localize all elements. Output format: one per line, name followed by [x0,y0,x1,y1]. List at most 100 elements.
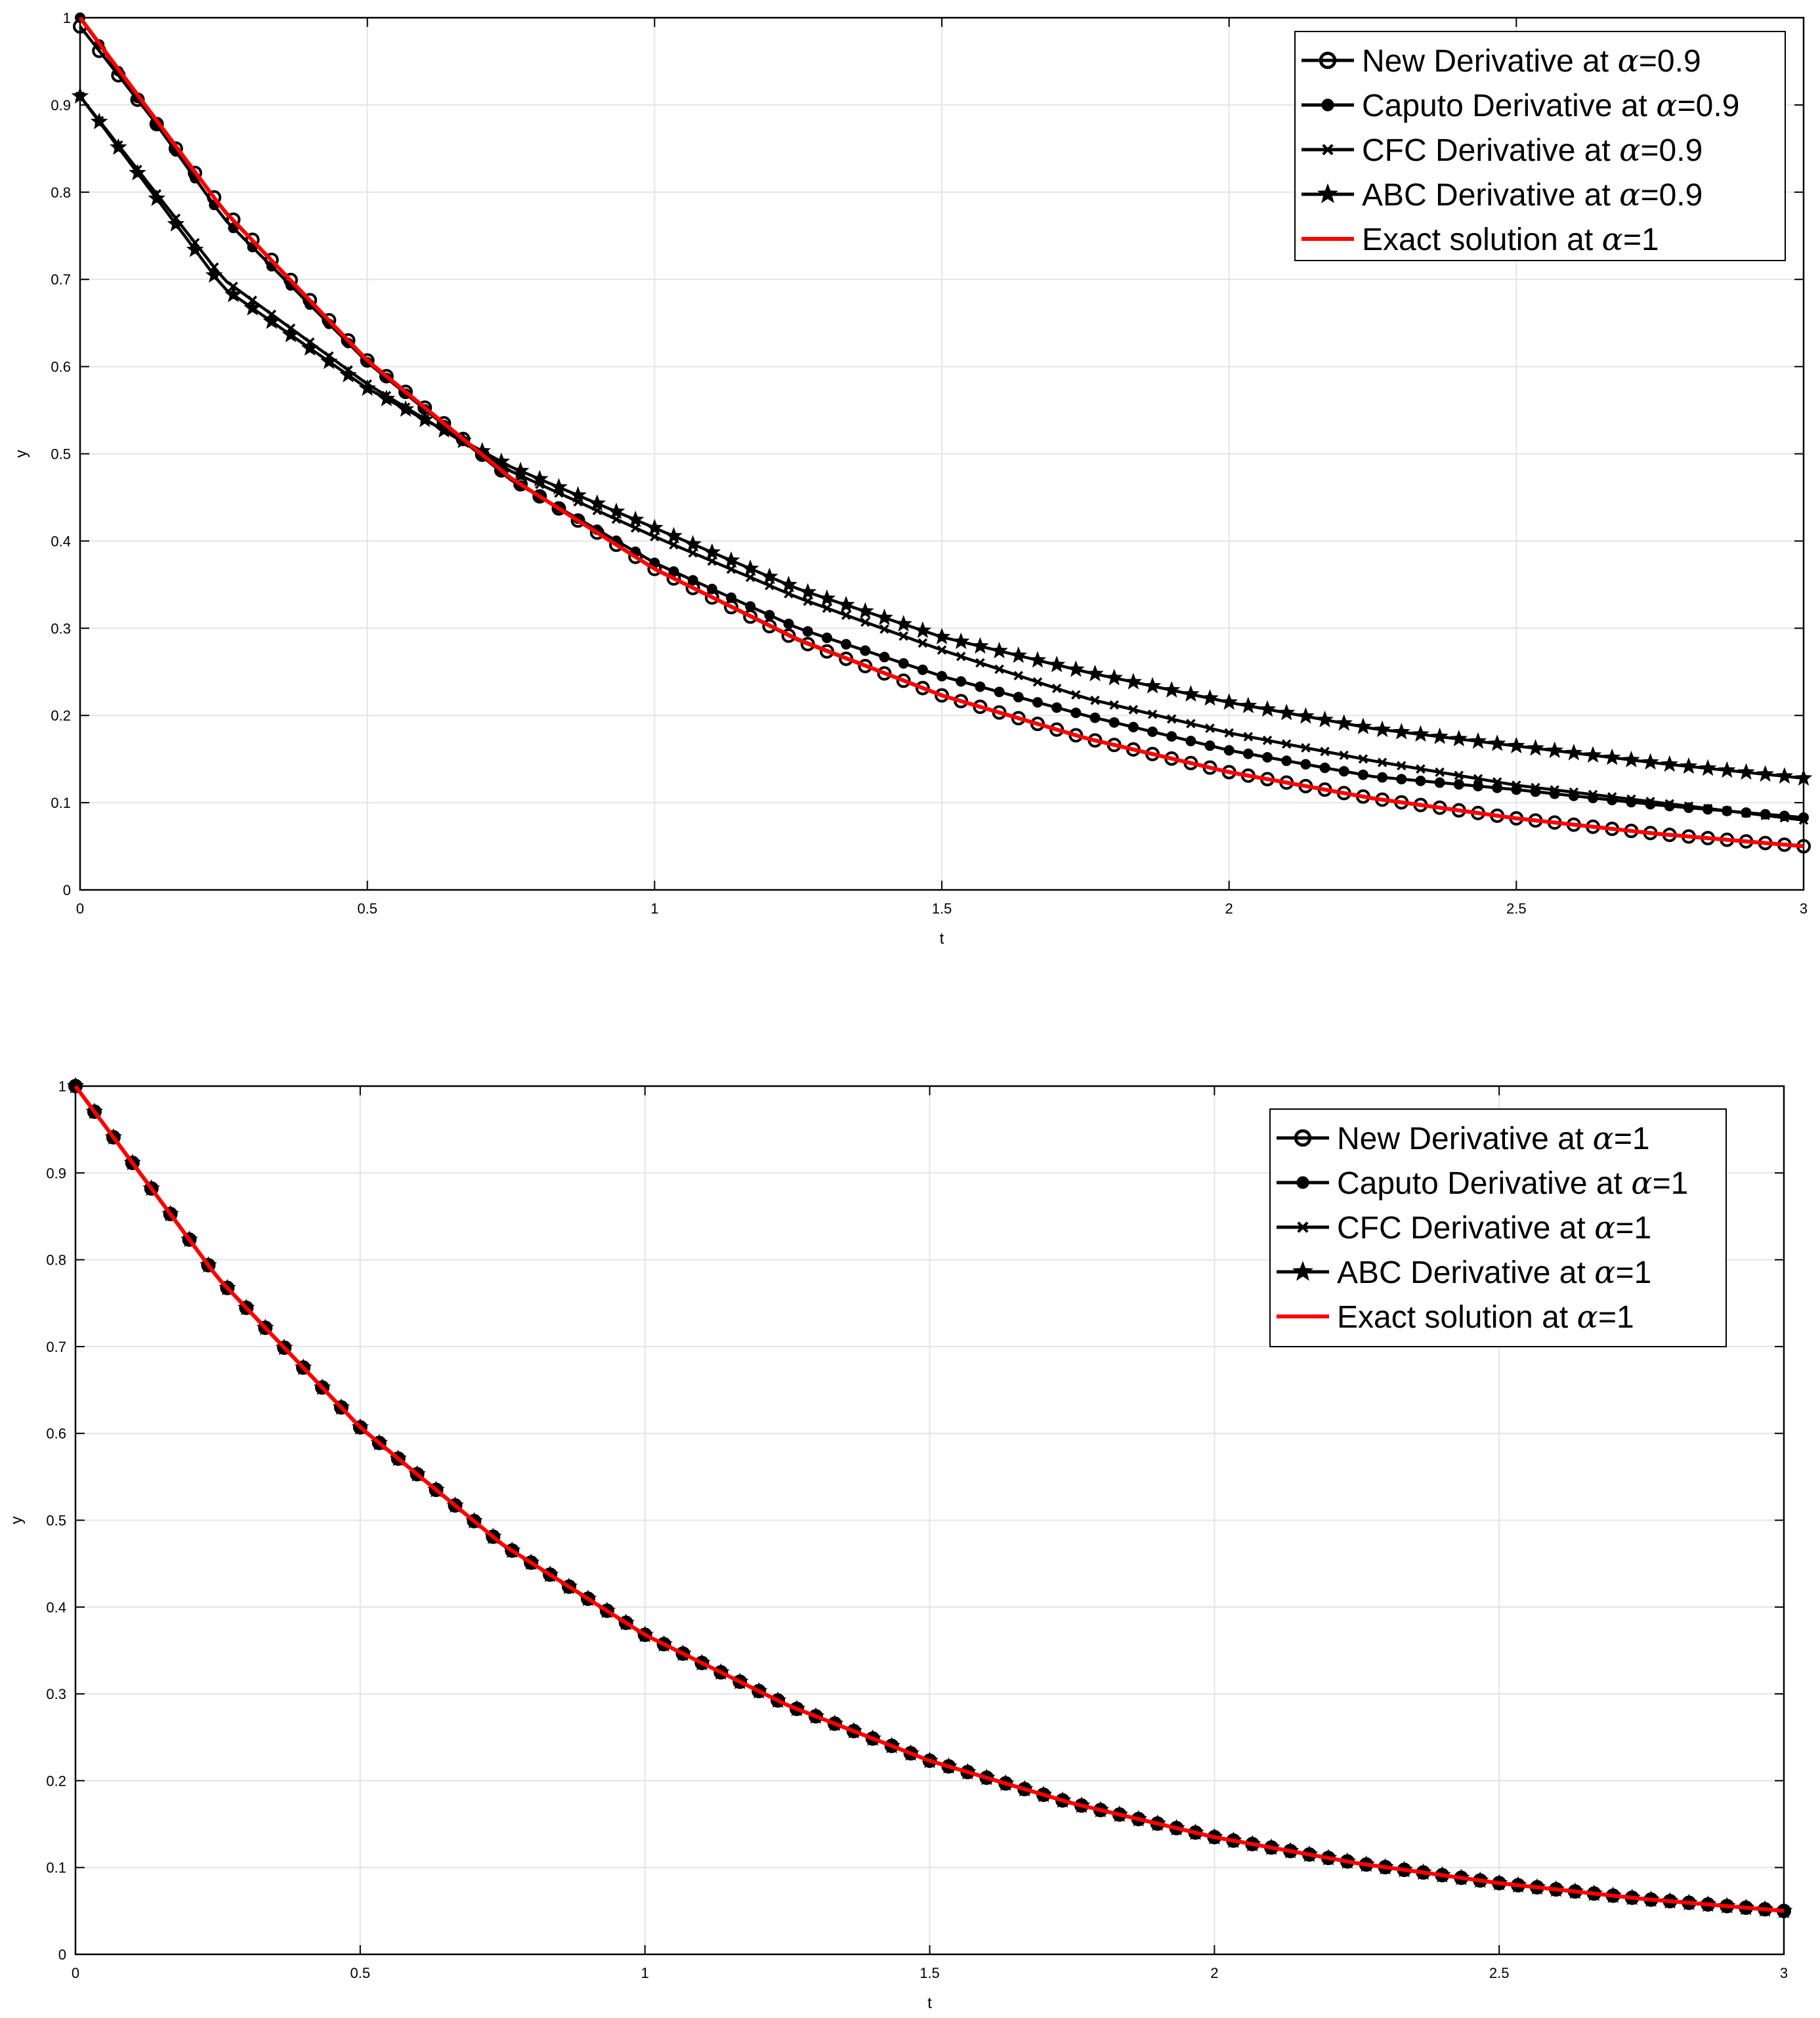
data-point [1048,656,1066,673]
legend-label: Exact solution at α=1 [1337,1299,1634,1335]
data-point [186,240,204,257]
data-point [550,478,568,495]
data-point [626,511,645,528]
chart-1: 0 0.5 1 1.5 2 2.5 3 0 0.1 0.2 0.3 0.4 0.5 0.6 0.7 0.8 0.… [12,10,1813,948]
legend-label-suffix: =1 [1598,1300,1634,1335]
data-value-point [1071,1803,1072,1804]
data-value-point [941,637,942,638]
data-point [1565,744,1583,761]
data-point [1603,748,1621,765]
data-point [1584,746,1602,763]
data-point [1205,723,1215,733]
x-tick-label: 2.5 [1506,900,1527,917]
data-value-point [1085,715,1086,716]
data-point [975,658,985,668]
data-value-point [1803,820,1804,821]
data-point [607,502,625,519]
data-point [1508,736,1525,753]
data-point [956,676,967,687]
y-tick-label: 0.7 [46,1339,66,1355]
x-tick-label: 0 [76,900,84,917]
data-point [669,539,679,550]
legend-label-prefix: Caputo Derivative at [1362,89,1656,123]
data-value-point [797,639,799,641]
data-point [1032,677,1043,687]
data-point [1281,739,1292,749]
data-point [492,452,511,469]
legend-marker [1319,51,1337,70]
data-point [703,543,721,560]
data-value-point [1085,698,1086,699]
data-point [1703,803,1713,814]
data-value-point [1659,805,1661,806]
legend-alpha-symbol: α [1617,43,1638,79]
data-point [71,87,89,104]
y-tick-label: 0.5 [51,446,71,463]
data-point [1013,692,1024,703]
data-value-point [797,627,799,629]
data-point [783,618,794,629]
data-point [918,638,928,648]
data-point [1354,717,1372,734]
x-tick-label: 1.5 [920,1965,940,1981]
y-axis-label: y [12,450,30,458]
data-point [745,601,756,612]
legend-label-prefix: New Derivative at [1337,1122,1592,1156]
y-tick-label: 1 [63,10,71,26]
data-point [1469,732,1487,749]
data-value-point [1783,1910,1785,1912]
data-value-point [1229,772,1230,773]
data-point [707,556,717,566]
x-axis-label: t [927,1994,932,2012]
legend-label: ABC Derivative at α=1 [1337,1254,1651,1291]
x-tick-label: 0 [72,1965,79,1981]
data-point [899,631,908,641]
data-point [1147,709,1158,719]
data-point [860,645,871,656]
legend-label: Caputo Derivative at α=1 [1337,1165,1688,1202]
data-point [1032,697,1043,708]
data-point [1450,730,1468,747]
data-point [841,639,852,650]
data-point [1722,806,1732,816]
data-point [110,138,127,155]
y-tick-label: 0.3 [51,620,71,637]
data-point [1239,696,1258,713]
data-point [1775,767,1794,784]
data-point [1105,669,1123,686]
y-tick-label: 0.7 [51,272,71,288]
data-point [1546,741,1563,759]
y-tick-label: 0.6 [51,359,71,375]
data-point [1473,774,1483,784]
data-point [1182,684,1200,702]
data-point [66,1077,85,1094]
data-value-point [654,536,655,537]
data-point [473,442,491,459]
data-point [688,548,698,558]
legend-label-suffix: =1 [1616,1211,1652,1246]
data-point [1377,772,1388,783]
series-line [78,16,1804,849]
data-point [803,596,813,606]
data-value-point [645,1634,646,1635]
data-value-point [1803,778,1804,779]
data-point [1373,720,1391,738]
data-point [1396,774,1407,785]
legend-alpha-symbol: α [1619,132,1640,169]
data-point [1641,753,1659,770]
data-point [1009,646,1027,663]
data-point [1760,810,1770,820]
data-point [531,470,549,487]
data-point [684,535,702,552]
legend-alpha-symbol: α [1577,1299,1598,1335]
data-point [1067,660,1085,677]
chart-2: 0 0.5 1 1.5 2 2.5 3 0 0.1 0.2 0.3 0.4 0.5 0.6 0.7 0.8 0.… [8,1077,1793,2012]
x-tick-label: 0.5 [357,900,377,917]
data-point [1109,717,1120,728]
data-value-point [1515,789,1517,790]
legend-label-prefix: CFC Derivative at [1337,1211,1594,1246]
data-point [822,603,832,613]
data-value-point [511,471,512,472]
data-point [1794,768,1813,786]
data-point [706,583,717,595]
